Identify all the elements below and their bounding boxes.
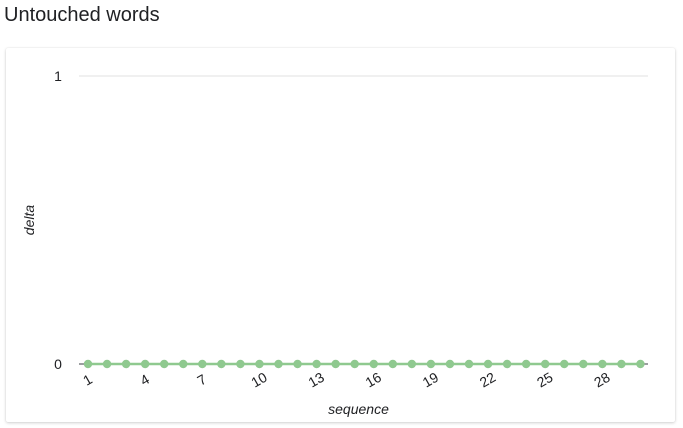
data-point[interactable]: [236, 359, 245, 369]
data-point[interactable]: [636, 359, 645, 369]
data-point[interactable]: [83, 359, 93, 369]
data-point[interactable]: [331, 359, 340, 369]
x-tick-label: 28: [591, 369, 613, 391]
x-tick-label: 1: [80, 371, 95, 389]
x-tick-label: 7: [194, 371, 209, 389]
x-tick-label: 4: [137, 371, 152, 389]
data-point[interactable]: [312, 359, 321, 369]
data-point[interactable]: [293, 359, 302, 369]
data-point[interactable]: [255, 359, 264, 369]
data-point[interactable]: [369, 359, 378, 369]
data-point[interactable]: [560, 359, 569, 369]
page-title: Untouched words: [4, 4, 160, 26]
data-point[interactable]: [407, 359, 417, 369]
data-point[interactable]: [598, 359, 607, 369]
data-point[interactable]: [426, 359, 436, 369]
x-tick-label: 19: [420, 369, 442, 391]
data-point[interactable]: [102, 359, 112, 369]
y-tick-label: 0: [54, 356, 62, 372]
data-point[interactable]: [521, 359, 531, 369]
x-tick-label: 16: [363, 369, 385, 391]
x-axis-label: sequence: [328, 401, 389, 417]
data-point[interactable]: [388, 359, 397, 369]
data-point[interactable]: [483, 359, 493, 369]
data-point[interactable]: [274, 359, 283, 369]
data-point[interactable]: [121, 359, 131, 369]
line-chart: 0 1 1 4 7 10 13 16 19 22 25 28 sequence delta: [21, 68, 648, 417]
data-point[interactable]: [179, 359, 188, 369]
x-tick-label: 22: [477, 369, 499, 391]
data-point[interactable]: [198, 359, 207, 369]
chart-card: 0 1 1 4 7 10 13 16 19 22 25 28 sequence delta: [6, 48, 675, 422]
y-axis-label: delta: [21, 205, 37, 236]
data-point[interactable]: [617, 359, 626, 369]
data-point[interactable]: [464, 359, 474, 369]
x-tick-label: 10: [248, 369, 270, 391]
data-point[interactable]: [217, 359, 226, 369]
data-point[interactable]: [160, 359, 169, 369]
data-point[interactable]: [502, 359, 512, 369]
data-point[interactable]: [350, 359, 359, 369]
x-tick-label: 25: [534, 369, 556, 391]
data-point[interactable]: [445, 359, 455, 369]
data-point[interactable]: [541, 359, 550, 369]
data-point[interactable]: [579, 359, 588, 369]
data-point[interactable]: [140, 359, 150, 369]
x-tick-label: 13: [305, 369, 327, 391]
y-tick-label: 1: [54, 68, 62, 84]
